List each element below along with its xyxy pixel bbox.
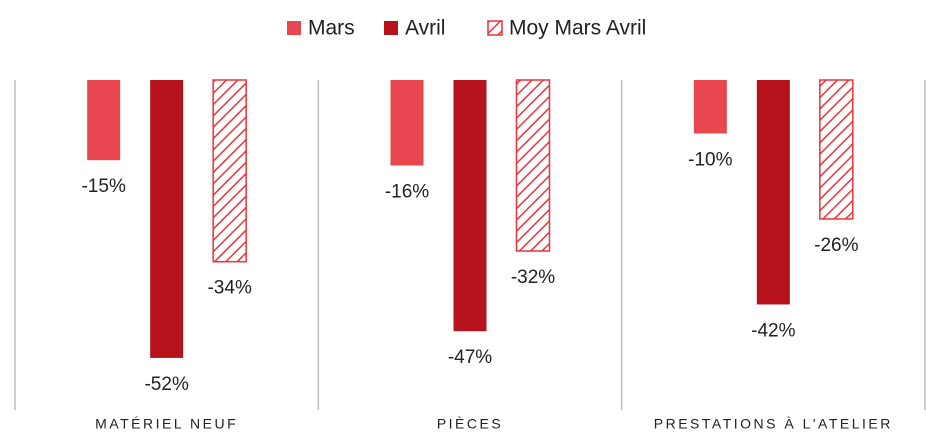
- value-label: -47%: [448, 347, 492, 368]
- category-label: PIÈCES: [437, 416, 503, 432]
- legend-label: Mars: [308, 17, 355, 40]
- value-label: -16%: [385, 182, 429, 203]
- bar: [756, 80, 790, 305]
- bar: [453, 80, 487, 332]
- legend-label: Avril: [405, 17, 445, 40]
- value-label: -10%: [688, 149, 732, 170]
- value-label: -42%: [751, 320, 795, 341]
- value-label: -26%: [814, 235, 858, 256]
- bar: [390, 80, 424, 166]
- legend-swatch: [487, 20, 503, 36]
- legend-label: Moy Mars Avril: [509, 17, 646, 40]
- bar: [212, 79, 247, 263]
- bar: [819, 79, 854, 220]
- bar: [693, 80, 727, 134]
- bar: [87, 80, 121, 161]
- category-label: MATÉRIEL NEUF: [95, 416, 238, 432]
- legend-swatch: [287, 21, 301, 35]
- value-label: -34%: [207, 278, 251, 299]
- category-label: PRESTATIONS À L'ATELIER: [654, 416, 893, 432]
- value-label: -15%: [81, 176, 125, 197]
- value-label: -52%: [144, 374, 188, 395]
- legend-swatch: [384, 21, 398, 35]
- bar: [150, 80, 184, 358]
- value-label: -32%: [511, 267, 555, 288]
- bar: [515, 79, 551, 252]
